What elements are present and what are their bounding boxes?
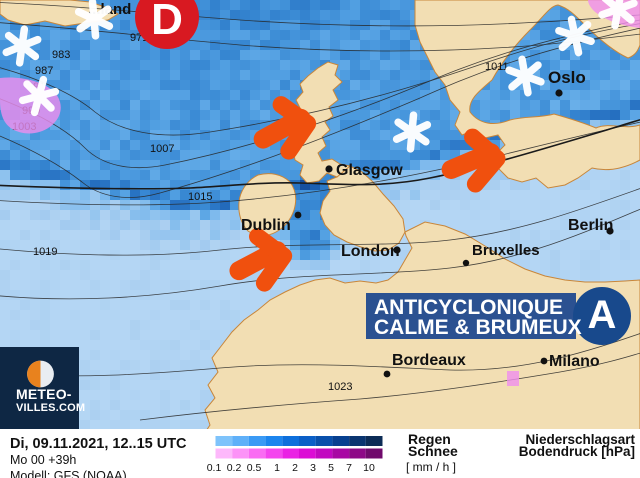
svg-text:0.2: 0.2 bbox=[227, 462, 242, 474]
svg-text:1011: 1011 bbox=[485, 61, 509, 73]
svg-text:983: 983 bbox=[52, 49, 70, 61]
svg-text:Bordeaux: Bordeaux bbox=[392, 352, 466, 369]
svg-text:2: 2 bbox=[292, 462, 298, 474]
svg-text:Modell: GFS (NOAA): Modell: GFS (NOAA) bbox=[10, 469, 127, 478]
svg-text:CALME & BRUMEUX: CALME & BRUMEUX bbox=[374, 316, 582, 339]
svg-text:5: 5 bbox=[328, 462, 334, 474]
svg-text:A: A bbox=[588, 293, 617, 337]
svg-text:VILLES.COM: VILLES.COM bbox=[16, 402, 85, 414]
svg-text:1007: 1007 bbox=[150, 143, 174, 155]
svg-text:Di, 09.11.2021, 12..15 UTC: Di, 09.11.2021, 12..15 UTC bbox=[10, 436, 187, 452]
svg-text:10: 10 bbox=[363, 462, 375, 474]
svg-text:3: 3 bbox=[310, 462, 316, 474]
svg-text:1: 1 bbox=[274, 462, 280, 474]
svg-text:7: 7 bbox=[346, 462, 352, 474]
svg-text:London: London bbox=[341, 243, 400, 260]
svg-text:987: 987 bbox=[35, 65, 53, 77]
svg-text:D: D bbox=[151, 0, 183, 44]
svg-text:Bodendruck [hPa]: Bodendruck [hPa] bbox=[519, 444, 635, 459]
svg-text:[ mm / h ]: [ mm / h ] bbox=[406, 460, 456, 474]
svg-text:0.5: 0.5 bbox=[247, 462, 262, 474]
svg-text:1023: 1023 bbox=[328, 381, 352, 393]
svg-text:Mo 00 +39h: Mo 00 +39h bbox=[10, 453, 76, 467]
svg-text:Dublin: Dublin bbox=[241, 217, 291, 234]
svg-text:Bruxelles: Bruxelles bbox=[472, 242, 540, 259]
svg-text:METEO-: METEO- bbox=[16, 386, 72, 402]
svg-text:Glasgow: Glasgow bbox=[336, 162, 403, 179]
svg-text:1019: 1019 bbox=[33, 246, 57, 258]
svg-text:1015: 1015 bbox=[188, 191, 212, 203]
svg-text:Milano: Milano bbox=[549, 353, 600, 370]
svg-text:Schnee: Schnee bbox=[408, 443, 458, 459]
svg-text:0.1: 0.1 bbox=[207, 462, 222, 474]
svg-text:Oslo: Oslo bbox=[548, 68, 586, 87]
